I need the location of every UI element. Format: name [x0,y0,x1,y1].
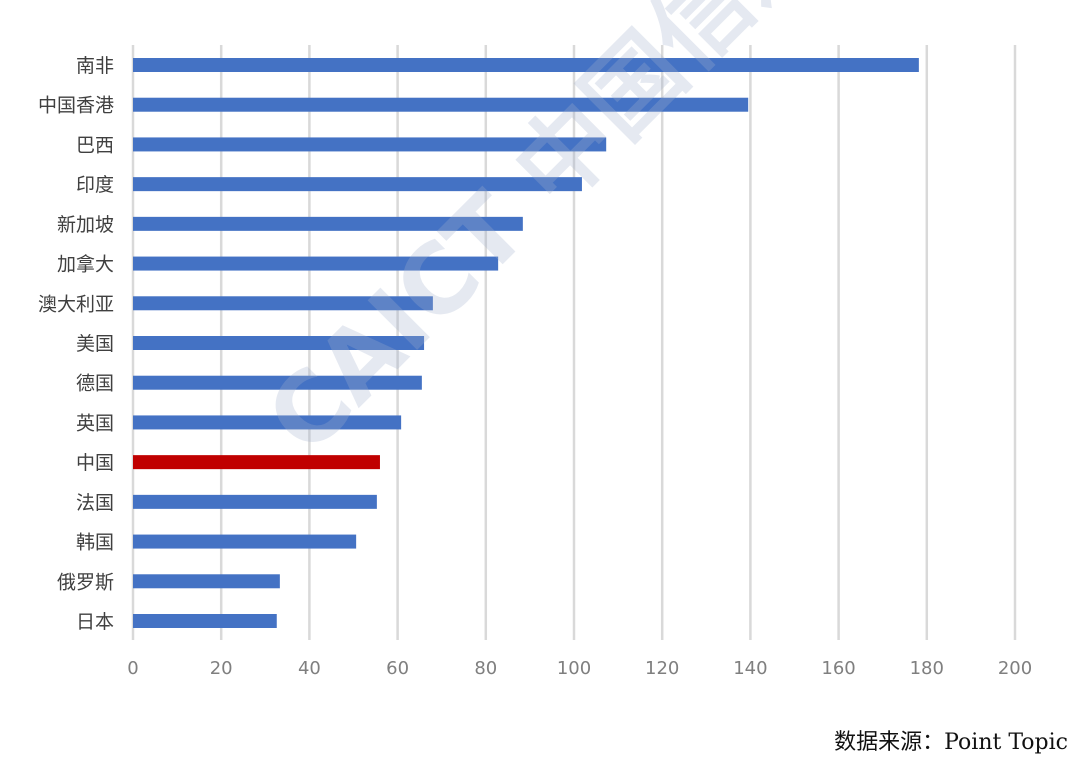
bar-12 [133,534,357,549]
x-tick-label: 180 [910,658,944,679]
category-label: 俄罗斯 [57,571,114,593]
category-label: 巴西 [76,134,114,156]
bar-8 [133,375,422,390]
bar-5 [133,256,499,271]
bar-4 [133,216,523,231]
category-label: 南非 [76,55,114,77]
x-tick-label: 60 [386,658,409,679]
bar-7 [133,336,425,350]
x-tick-label: 40 [298,658,321,679]
category-label: 印度 [76,174,114,196]
bar-9 [133,415,402,430]
category-label: 法国 [76,492,114,514]
category-label: 德国 [76,373,114,395]
x-tick-label: 120 [645,658,679,679]
category-label: 美国 [76,333,114,355]
x-tick-label: 140 [733,658,767,679]
bar-1 [133,97,749,112]
category-label: 加拿大 [57,253,114,276]
category-label: 中国 [76,452,114,474]
x-tick-label: 20 [210,658,233,679]
x-tick-label: 0 [127,658,138,679]
x-tick-label: 100 [557,658,591,679]
bar-2 [133,137,607,152]
bar-13 [133,574,280,589]
category-label: 新加坡 [57,214,114,236]
x-tick-label: 160 [821,658,855,679]
bar-6 [133,296,433,311]
category-label: 韩国 [76,532,114,554]
bar-3 [133,177,582,192]
category-label: 日本 [76,611,114,633]
category-label: 英国 [76,412,114,434]
source-note: 数据来源：Point Topic [834,730,1068,755]
bar-11 [133,494,377,509]
x-tick-label: 200 [998,658,1032,679]
category-label: 澳大利亚 [38,293,114,315]
x-tick-label: 80 [474,658,497,679]
bar-14 [133,614,277,628]
bar-10 [133,455,380,470]
bar-0 [133,58,919,72]
category-label: 中国香港 [38,95,114,117]
